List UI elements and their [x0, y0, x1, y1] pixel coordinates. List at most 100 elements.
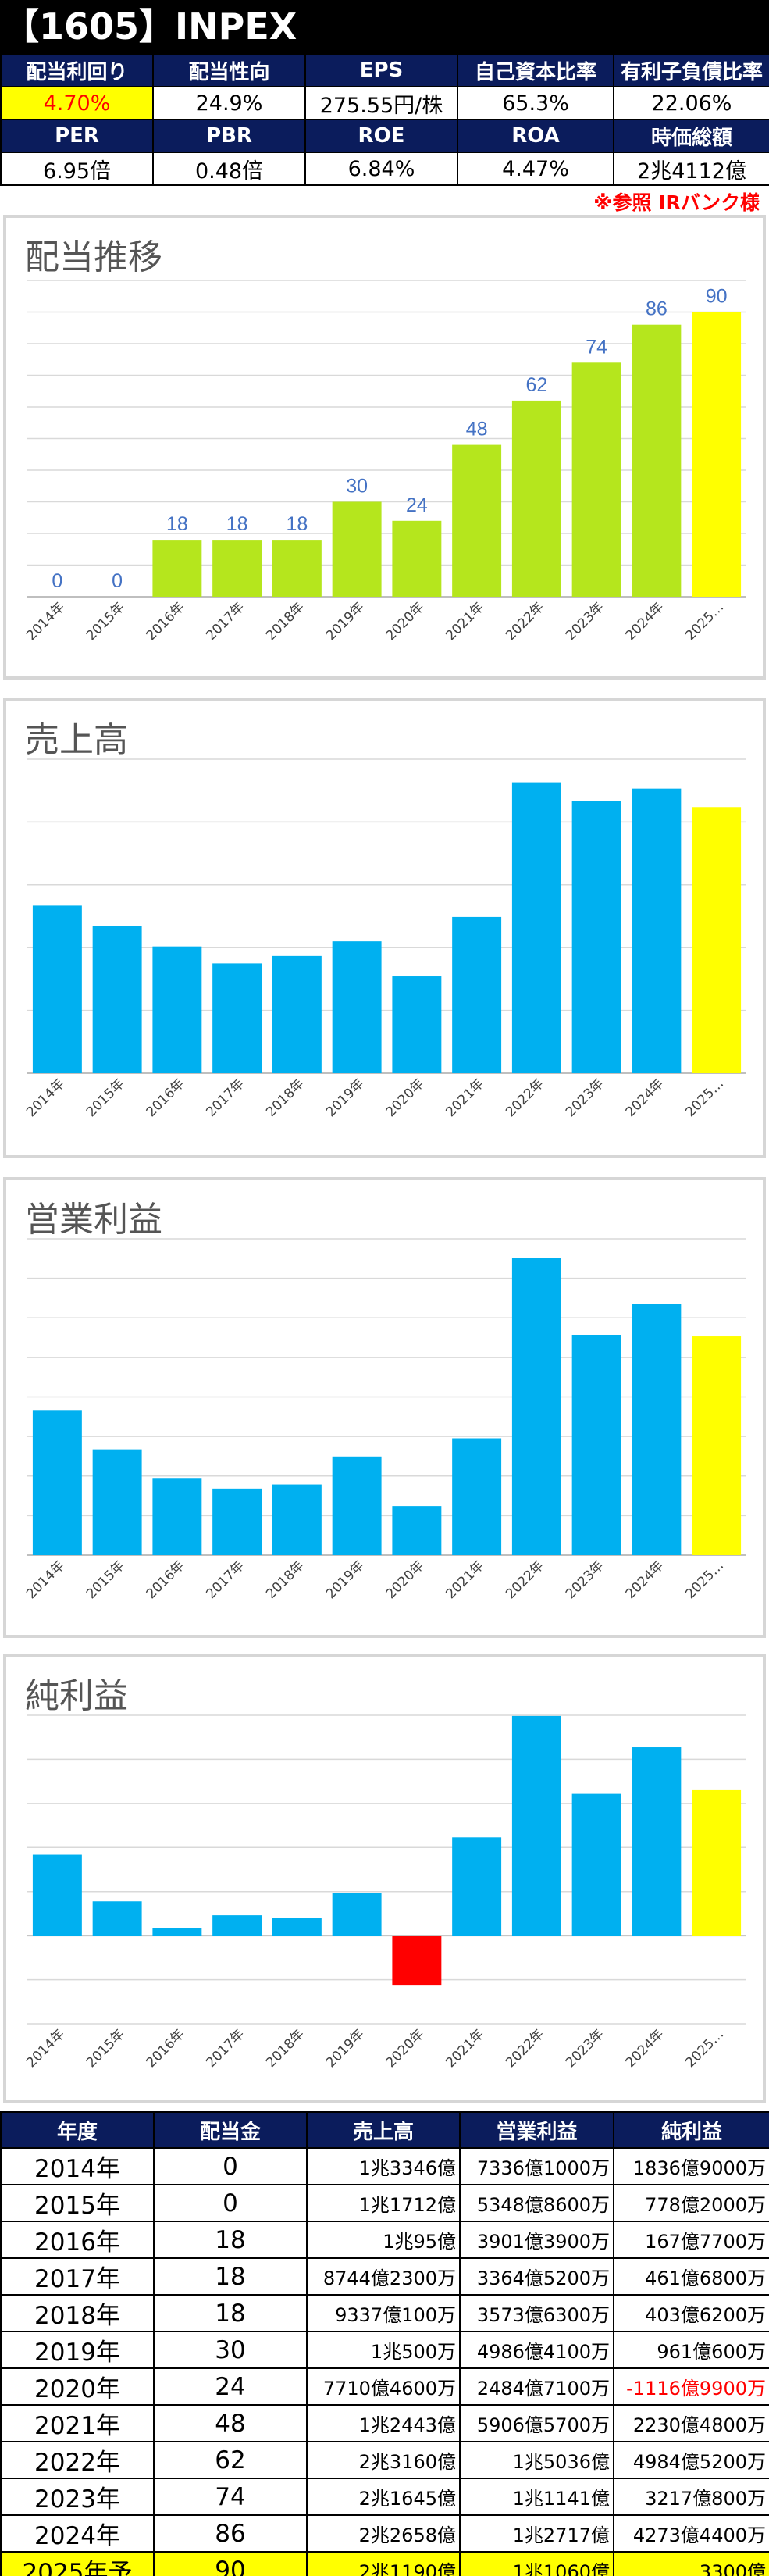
table-row: 2022年 62 2兆3160億 1兆5036億 4984億5200万: [0, 2441, 769, 2479]
column-header: 純利益: [613, 2111, 769, 2149]
bar-2016年: [152, 1478, 202, 1555]
bar-2024年: [632, 1747, 682, 1936]
table-cell: 2024年: [0, 2514, 155, 2553]
table-cell: 2484億7100万: [459, 2367, 614, 2406]
table-cell: 3364億5200万: [459, 2257, 614, 2296]
table-cell: 2230億4800万: [613, 2404, 769, 2442]
source-credit: ※参照 IRバンク様: [593, 191, 760, 214]
table-row: 2020年 24 7710億4600万 2484億7100万 -1116億9900万: [0, 2367, 769, 2406]
table-row: 2024年 86 2兆2658億 1兆2717億 4273億4400万: [0, 2514, 769, 2553]
table-cell: 1兆95億: [306, 2221, 461, 2259]
table-cell: 3573億6300万: [459, 2294, 614, 2332]
pbr-value: 0.48倍: [152, 152, 306, 186]
table-cell: 2023年: [0, 2478, 155, 2516]
bar-2016年: [152, 946, 202, 1073]
bar-2017年: [212, 963, 262, 1073]
dividend-chart: 配当推移 0 2014年 0 2015年 18 2016年 18 2017年 18 2018年 30…: [3, 215, 766, 680]
dividend-yield-value: 4.70%: [0, 86, 154, 120]
table-cell: 30: [153, 2331, 308, 2369]
financial-data-table: 年度 配当金 売上高 営業利益 純利益 2014年 0 1兆3346億 7336億10…: [0, 2111, 769, 2576]
per-value: 6.95倍: [0, 152, 154, 186]
bar-2015年: [92, 1901, 142, 1936]
column-header: 売上高: [306, 2111, 461, 2149]
metric-label: 自己資本比率: [457, 53, 614, 87]
bar-2023年: [571, 362, 621, 597]
tick-label: 2020年: [383, 599, 428, 644]
bar-2017年: [212, 1915, 262, 1936]
table-cell: 8744億2300万: [306, 2257, 461, 2296]
tick-label: 2014年: [23, 1076, 68, 1120]
table-cell: 3217億800万: [613, 2478, 769, 2516]
bar-2022年: [511, 782, 561, 1073]
table-cell: 86: [153, 2514, 308, 2553]
table-cell: 1兆1141億: [459, 2478, 614, 2516]
tick-label: 2022年: [503, 1557, 547, 1602]
tick-label: 2024年: [623, 1557, 668, 1602]
bar-2019年: [332, 941, 382, 1073]
bar-2017年: [212, 1488, 262, 1555]
metric-label: 配当性向: [152, 53, 306, 87]
table-cell: 2025年予: [0, 2551, 155, 2576]
metric-label: 時価総額: [613, 119, 769, 153]
table-cell: 1兆2443億: [306, 2404, 461, 2442]
table-cell: 5348億8600万: [459, 2184, 614, 2222]
bar-2024年: [632, 324, 682, 597]
metrics-value-row-1: 4.70% 24.9% 275.55円/株 65.3% 22.06%: [0, 86, 769, 120]
operating-profit-chart: 営業利益 2014年 2015年 2016年 2017年 2018年 2019年 2020年…: [3, 1177, 766, 1638]
data-label: 0: [112, 570, 123, 592]
roa-value: 4.47%: [457, 152, 614, 186]
bar-2025…: [692, 1336, 742, 1555]
tick-label: 2024年: [623, 1076, 668, 1120]
bar-2020年: [392, 976, 442, 1073]
table-cell: 18: [153, 2221, 308, 2259]
bar-2025…: [692, 1789, 742, 1936]
table-cell: 1836億9000万: [613, 2147, 769, 2185]
table-cell: 1兆3346億: [306, 2147, 461, 2185]
metric-label: 有利子負債比率: [613, 53, 769, 87]
data-label: 18: [166, 513, 188, 535]
roe-value: 6.84%: [304, 152, 458, 186]
bar-2024年: [632, 788, 682, 1073]
tick-label: 2024年: [623, 599, 668, 644]
tick-label: 2023年: [563, 1557, 607, 1602]
table-row: 2018年 18 9337億100万 3573億6300万 403億6200万: [0, 2294, 769, 2332]
tick-label: 2018年: [263, 599, 308, 644]
page-title: 【1605】INPEX: [0, 0, 769, 53]
metric-label: 配当利回り: [0, 53, 154, 87]
data-label: 18: [226, 513, 248, 535]
tick-label: 2025…: [682, 599, 727, 644]
bar-2014年: [32, 905, 82, 1073]
bar-2024年: [632, 1304, 682, 1555]
table-row: 2015年 0 1兆1712億 5348億8600万 778億2000万: [0, 2184, 769, 2222]
revenue-chart: 売上高 2014年 2015年 2016年 2017年 2018年 2019年 2020年 2…: [3, 698, 766, 1158]
table-cell: 2014年: [0, 2147, 155, 2185]
metric-label: EPS: [304, 53, 458, 87]
data-label: 74: [586, 336, 607, 358]
table-row: 2017年 18 8744億2300万 3364億5200万 461億6800万: [0, 2257, 769, 2296]
table-cell: 3300億: [613, 2551, 769, 2576]
table-cell: 9337億100万: [306, 2294, 461, 2332]
data-label: 86: [646, 298, 668, 320]
bar-2021年: [452, 1837, 502, 1936]
metric-label: PER: [0, 119, 154, 153]
tick-label: 2025…: [682, 1557, 727, 1602]
table-cell: 0: [153, 2184, 308, 2222]
table-row: 2021年 48 1兆2443億 5906億5700万 2230億4800万: [0, 2404, 769, 2442]
table-cell: 1兆1712億: [306, 2184, 461, 2222]
tick-label: 2022年: [503, 1076, 547, 1120]
eps-value: 275.55円/株: [304, 86, 458, 120]
table-cell: 2兆1645億: [306, 2478, 461, 2516]
bar-2018年: [272, 1484, 322, 1555]
tick-label: 2019年: [323, 599, 368, 644]
tick-label: 2020年: [383, 1076, 428, 1120]
revenue-chart-plot: 2014年 2015年 2016年 2017年 2018年 2019年 2020年 2021年…: [23, 758, 746, 1120]
tick-label: 2025…: [682, 2026, 727, 2071]
tick-label: 2019年: [323, 1557, 368, 1602]
bar-2021年: [452, 1438, 502, 1555]
bar-2016年: [152, 540, 202, 597]
table-cell: 74: [153, 2478, 308, 2516]
tick-label: 2018年: [263, 2026, 308, 2071]
net-profit-chart: 純利益 2014年 2015年 2016年 2017年 2018年 2019年 2020年 2…: [3, 1654, 766, 2103]
table-cell: 961億600万: [613, 2331, 769, 2369]
bar-2020年: [392, 1506, 442, 1555]
